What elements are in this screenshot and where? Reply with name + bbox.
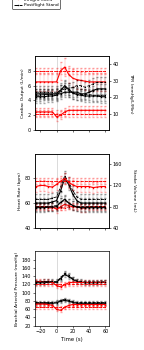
Y-axis label: TPR (mmHg/L/Min): TPR (mmHg/L/Min)	[129, 73, 133, 113]
X-axis label: Time (s): Time (s)	[61, 337, 83, 342]
Y-axis label: Cardiac Output (L/min): Cardiac Output (L/min)	[21, 68, 25, 118]
Y-axis label: Heart Rate (bpm): Heart Rate (bpm)	[18, 172, 22, 210]
Y-axis label: Stroke Volume (mL): Stroke Volume (mL)	[132, 169, 136, 212]
Legend: Preflight Stand, Preflight Cuffs, Inflight Cuffs, Postflight Stand: Preflight Stand, Preflight Cuffs, Inflig…	[12, 0, 60, 9]
Y-axis label: Brachial Arterial Pressure (mmHg): Brachial Arterial Pressure (mmHg)	[15, 251, 19, 326]
